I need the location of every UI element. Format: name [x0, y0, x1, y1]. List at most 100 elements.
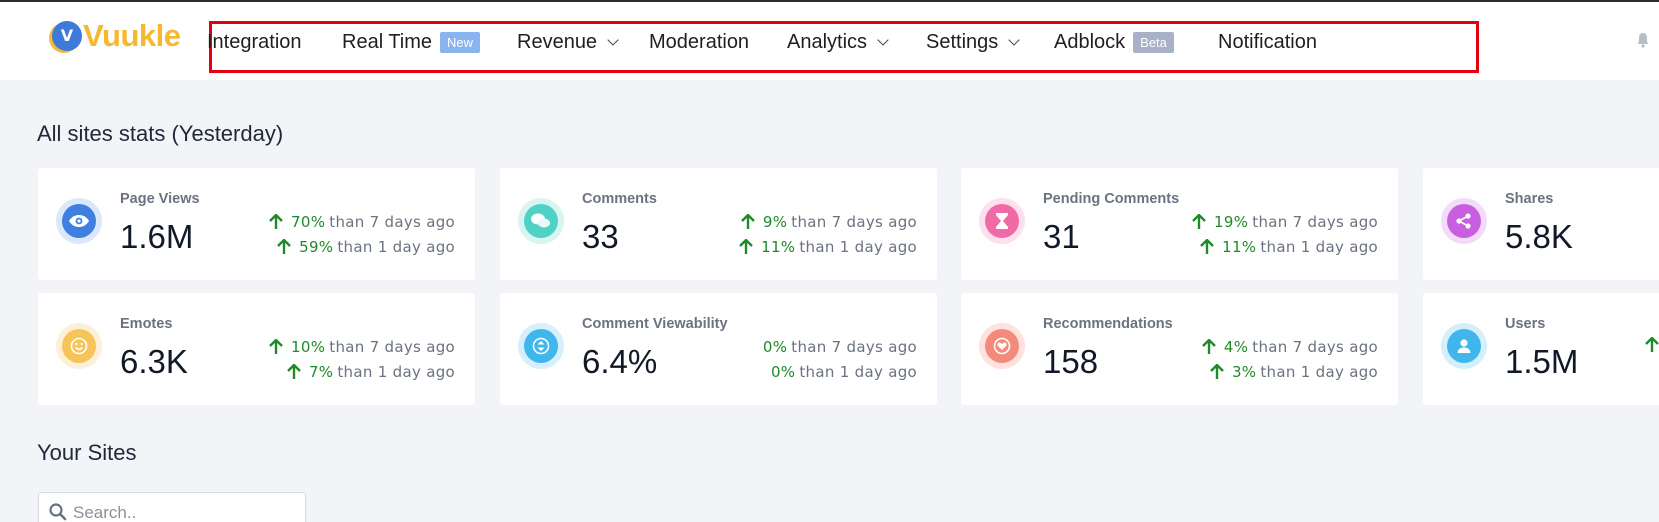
stat-label: Comments	[582, 191, 657, 207]
stat-card-recommendations: Recommendations 158 4% than 7 days ago 3…	[961, 293, 1398, 405]
logo-badge-icon: V	[52, 20, 82, 51]
change-percent: 0%	[762, 338, 788, 356]
beta-badge: Beta	[1133, 31, 1174, 53]
heart-icon	[979, 323, 1025, 369]
search-input[interactable]	[73, 501, 293, 522]
change-caption: than 1 day ago	[1260, 363, 1378, 381]
hourglass-icon	[979, 198, 1025, 244]
arrow-up-icon	[1192, 214, 1206, 229]
change-1-day: 3% than 1 day ago	[1210, 363, 1378, 381]
chevron-down-icon	[877, 33, 889, 46]
arrow-up-icon	[1645, 337, 1659, 352]
change-percent: 9%	[762, 213, 788, 231]
change-caption: than 1 day ago	[799, 363, 917, 381]
nav-real-time[interactable]: Real Time New	[342, 29, 481, 55]
chevron-down-icon	[607, 33, 619, 46]
stat-label: Shares	[1505, 191, 1554, 207]
change-1-day: 59% than 1 day ago	[277, 238, 455, 256]
change-percent: 11%	[1222, 238, 1257, 256]
nav-notification[interactable]: Notification	[1218, 29, 1317, 55]
change-1-day: 11% than 1 day ago	[1200, 238, 1378, 256]
stat-value: 158	[1043, 343, 1099, 380]
vertical-arrows-icon	[518, 323, 564, 369]
change-caption: than 7 days ago	[329, 213, 455, 231]
change-percent: 3%	[1231, 363, 1257, 381]
share-icon	[1441, 198, 1487, 244]
top-navbar: V Vuukle Integration Real Time New Reven…	[0, 0, 1659, 80]
change-percent: 70%	[291, 213, 326, 231]
arrow-up-icon	[269, 339, 283, 354]
change-1-day: 0% than 1 day ago	[771, 363, 917, 381]
nav-label: Settings	[926, 30, 999, 53]
new-badge: New	[440, 31, 481, 53]
change-percent: 7%	[308, 363, 334, 381]
arrow-up-icon	[741, 214, 755, 229]
change-caption: than 1 day ago	[799, 238, 917, 256]
arrow-up-icon	[1200, 239, 1214, 254]
nav-label: Analytics	[787, 30, 868, 53]
stat-value: 6.4%	[582, 343, 658, 380]
logo-text: Vuukle	[83, 18, 181, 53]
stat-value: 33	[582, 218, 619, 255]
nav-integration[interactable]: Integration	[207, 29, 302, 55]
site-search-box	[38, 492, 306, 522]
stat-value: 1.5M	[1505, 343, 1579, 380]
change-caption: than 1 day ago	[337, 238, 455, 256]
nav-label: Notification	[1218, 30, 1317, 53]
change-caption: than 7 days ago	[791, 338, 917, 356]
user-icon	[1441, 323, 1487, 369]
arrow-up-icon	[739, 239, 753, 254]
search-icon	[49, 503, 67, 521]
stat-value: 6.3K	[120, 343, 188, 380]
nav-moderation[interactable]: Moderation	[649, 29, 749, 55]
smiley-icon	[56, 323, 102, 369]
stat-label: Page Views	[120, 191, 200, 207]
stat-card-pending-comments: Pending Comments 31 19% than 7 days ago …	[961, 168, 1398, 280]
nav-adblock[interactable]: Adblock Beta	[1054, 29, 1174, 55]
chat-icon	[518, 198, 564, 244]
change-percent: 10%	[291, 338, 326, 356]
change-1-day: 7% than 1 day ago	[287, 363, 455, 381]
change-7-days: 10% than 7 days ago	[269, 338, 455, 356]
nav-analytics[interactable]: Analytics	[787, 29, 889, 55]
vuukle-logo[interactable]: V Vuukle	[52, 20, 181, 51]
change-7-days: 4% than 7 days ago	[1202, 338, 1378, 356]
stat-label: Users	[1505, 316, 1546, 332]
nav-label: Real Time	[342, 30, 433, 53]
arrow-up-icon	[287, 364, 301, 379]
nav-highlight-box	[209, 21, 1479, 73]
change-caption: than 1 day ago	[1260, 238, 1378, 256]
nav-label: Integration	[207, 30, 302, 53]
nav-settings[interactable]: Settings	[926, 29, 1020, 55]
stat-value: 31	[1043, 218, 1080, 255]
change-7-days: 19% than 7 days ago	[1192, 213, 1378, 231]
change-caption: than 7 days ago	[791, 213, 917, 231]
eye-icon	[56, 198, 102, 244]
arrow-up-icon	[269, 214, 283, 229]
nav-label: Revenue	[517, 30, 598, 53]
stat-card-page-views: Page Views 1.6M 70% than 7 days ago 59% …	[38, 168, 475, 280]
stat-value: 5.8K	[1505, 218, 1573, 255]
stat-label: Emotes	[120, 316, 173, 332]
stat-label: Pending Comments	[1043, 191, 1180, 207]
change-7-days: 0% than 7 days ago	[763, 338, 917, 356]
change-percent: 4%	[1223, 338, 1249, 356]
stat-label: Comment Viewability	[582, 316, 728, 332]
bell-icon[interactable]	[1636, 32, 1650, 48]
your-sites-title: Your Sites	[37, 440, 137, 465]
stat-card-comments: Comments 33 9% than 7 days ago 11% than …	[500, 168, 937, 280]
nav-label: Adblock	[1054, 30, 1126, 53]
stat-card-shares: Shares 5.8K	[1423, 168, 1659, 280]
nav-label: Moderation	[649, 30, 750, 53]
stat-card-emotes: Emotes 6.3K 10% than 7 days ago 7% than …	[38, 293, 475, 405]
change-percent: 59%	[299, 238, 334, 256]
change-7-days: 9% than 7 days ago	[741, 213, 917, 231]
change-caption: than 1 day ago	[337, 363, 455, 381]
nav-revenue[interactable]: Revenue	[517, 29, 619, 55]
stat-card-users: Users 1.5M	[1423, 293, 1659, 405]
stat-label: Recommendations	[1043, 316, 1173, 332]
change-percent: 11%	[761, 238, 796, 256]
change-1-day: 11% than 1 day ago	[739, 238, 917, 256]
arrow-up-icon	[1202, 339, 1216, 354]
chevron-down-icon	[1008, 33, 1020, 46]
